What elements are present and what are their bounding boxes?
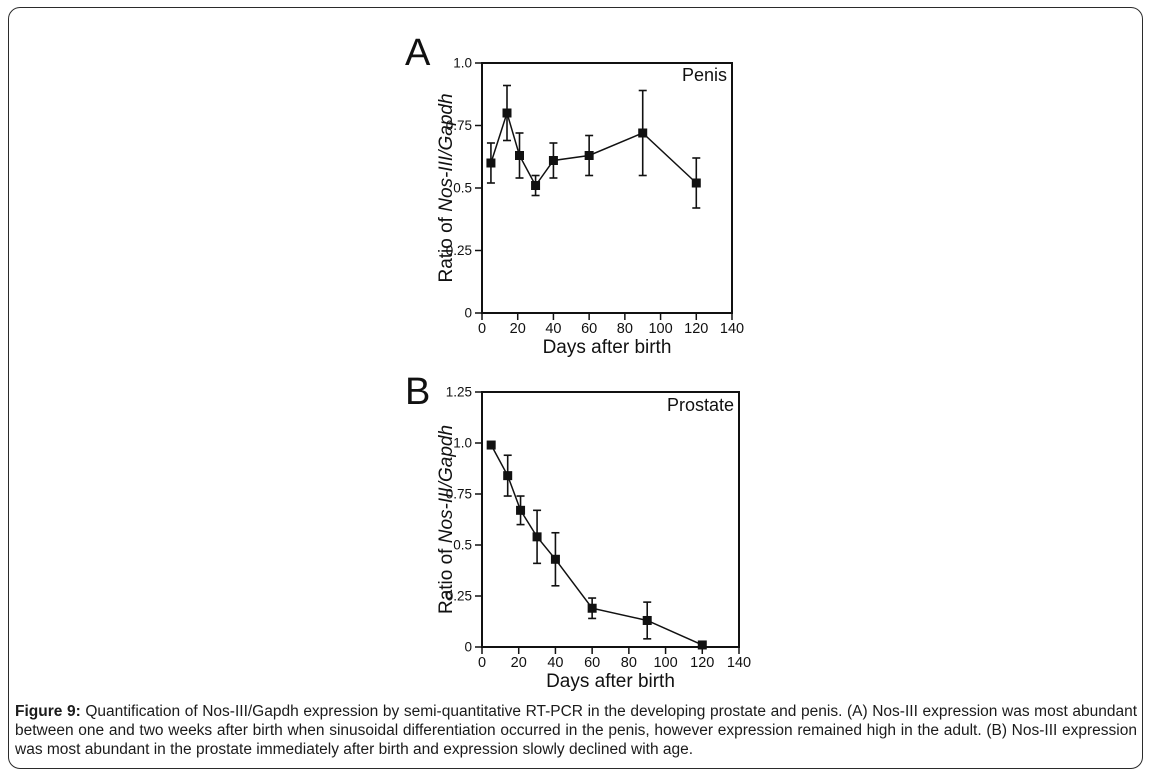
x-tick-label: 120: [684, 321, 708, 337]
plot-border: [481, 391, 740, 648]
x-axis-title: Days after birth: [546, 671, 675, 692]
x-tick-label: 20: [511, 655, 527, 671]
data-point-marker: [550, 554, 560, 564]
data-point-marker: [691, 178, 701, 188]
x-tick-label: 140: [720, 321, 744, 337]
y-tick-label: 1.25: [446, 385, 472, 400]
y-tick-label: 0.75: [446, 487, 472, 502]
y-tick-label: 0.25: [446, 589, 472, 604]
y-tick-label: 0: [464, 640, 472, 655]
y-tick-label: 0.5: [453, 538, 472, 553]
x-tick-label: 80: [617, 321, 633, 337]
x-axis-title: Days after birth: [543, 337, 672, 358]
caption-figure-label: Figure 9:: [15, 703, 81, 720]
plot-border: [481, 62, 733, 314]
x-tick-label: 60: [584, 655, 600, 671]
y-tick-label: 0.25: [446, 243, 472, 258]
data-point-marker: [502, 108, 512, 118]
data-point-marker: [587, 603, 597, 613]
caption-line-3: was most abundant in the prostate immedi…: [15, 741, 694, 758]
y-tick-label: 0: [464, 306, 472, 321]
x-tick-label: 40: [545, 321, 561, 337]
x-tick-label: 80: [621, 655, 637, 671]
panel-letter: B: [405, 371, 430, 413]
panel-title: Penis: [682, 65, 727, 85]
data-point-marker: [503, 471, 513, 481]
data-point-marker: [697, 640, 707, 650]
data-point-marker: [638, 128, 648, 138]
data-line: [490, 444, 703, 646]
chart-panel-b: 0 0.25 0.5 0.75 1.0 1.25 0 20 40 60 80 100 120 140 B Pr…: [405, 371, 751, 692]
data-line: [490, 110, 697, 187]
x-tick-label: 20: [510, 321, 526, 337]
panel-letter: A: [405, 32, 431, 74]
x-tick-label: 140: [727, 655, 751, 671]
x-tick-label: 120: [690, 655, 714, 671]
data-point-marker: [532, 532, 542, 542]
y-axis-title: Ratio of Nos-III/Gapdh: [436, 93, 457, 282]
figure-caption: Figure 9: Quantification of Nos-III/Gapd…: [15, 702, 1137, 759]
x-tick-label: 100: [653, 655, 677, 671]
y-tick-label: 0.5: [453, 181, 472, 196]
data-point-marker: [584, 151, 594, 160]
x-tick-label: 100: [648, 321, 672, 337]
x-tick-label: 40: [547, 655, 563, 671]
chart-panel-a: 0 0.25 0.5 0.75 1.0 0 20 40 60 80 100 120 140 A Penis D…: [405, 32, 744, 358]
panel-title: Prostate: [667, 395, 734, 415]
data-point-marker: [548, 156, 558, 165]
data-point-marker: [516, 505, 526, 515]
data-point-marker: [531, 181, 541, 190]
data-point-marker: [515, 151, 524, 160]
y-axis-title: Ratio of Nos-III/Gapdh: [436, 425, 457, 614]
data-point-marker: [486, 440, 496, 450]
y-tick-label: 0.75: [446, 118, 472, 133]
y-tick-label: 1.0: [453, 56, 472, 71]
caption-line-1: Figure 9: Quantification of Nos-III/Gapd…: [15, 702, 1137, 721]
y-tick-label: 1.0: [453, 436, 472, 451]
x-tick-label: 60: [581, 321, 597, 337]
data-point-marker: [642, 615, 652, 625]
caption-text-1: Quantification of Nos-III/Gapdh expressi…: [80, 703, 1138, 720]
caption-line-2: between one and two weeks after birth wh…: [15, 722, 1137, 739]
x-tick-label: 0: [478, 321, 486, 337]
data-point-marker: [486, 158, 496, 168]
x-tick-label: 0: [478, 655, 486, 671]
